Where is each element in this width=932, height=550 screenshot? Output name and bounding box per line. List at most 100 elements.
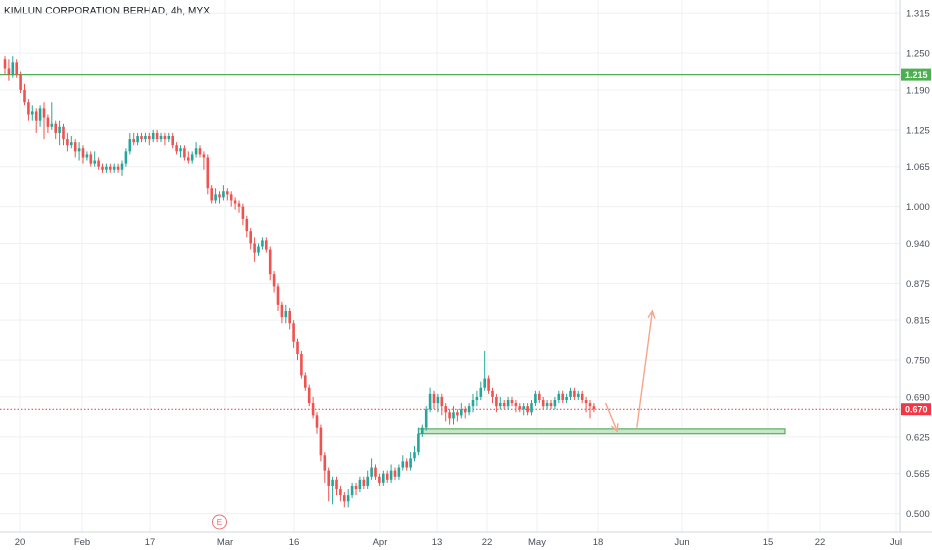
candle-body bbox=[222, 191, 225, 198]
candle bbox=[483, 350, 486, 391]
candle bbox=[38, 105, 42, 127]
candle bbox=[62, 123, 65, 146]
candle bbox=[167, 132, 171, 143]
candle-body bbox=[374, 467, 377, 477]
y-tick-label: 0.500 bbox=[906, 509, 930, 520]
candle-body bbox=[144, 136, 147, 140]
candle bbox=[237, 200, 241, 213]
event-markers[interactable]: E bbox=[212, 514, 227, 530]
candle bbox=[276, 283, 280, 311]
candle-body bbox=[276, 286, 280, 305]
candle-body bbox=[183, 148, 186, 158]
candle-body bbox=[112, 166, 116, 170]
candle-body bbox=[565, 396, 568, 400]
candle bbox=[393, 467, 397, 480]
candle-body bbox=[124, 151, 128, 164]
candle bbox=[569, 387, 572, 400]
projection-arrow bbox=[604, 402, 619, 433]
candle bbox=[413, 446, 416, 462]
candle bbox=[7, 59, 11, 81]
candle-body bbox=[467, 406, 471, 413]
x-tick-label: 22 bbox=[815, 537, 826, 548]
level-lines bbox=[0, 73, 900, 410]
current-price-tag-bg bbox=[901, 403, 931, 416]
candle bbox=[50, 102, 54, 130]
candle-body bbox=[534, 393, 537, 404]
candle-body bbox=[366, 476, 369, 486]
candle-body bbox=[163, 136, 167, 140]
candle bbox=[487, 375, 490, 394]
candle bbox=[331, 476, 334, 505]
candle bbox=[218, 191, 221, 204]
price-axis[interactable]: 1.315 1.250 1.190 1.125 1.065 1.000 0.940 0.875… bbox=[899, 0, 930, 532]
candle-body bbox=[538, 393, 541, 400]
candle bbox=[475, 390, 479, 407]
candle bbox=[557, 390, 561, 404]
candle-body bbox=[350, 485, 354, 496]
y-tick-label: 0.750 bbox=[906, 356, 930, 367]
candle-body bbox=[241, 206, 245, 219]
time-axis[interactable]: 20 Feb 17 Mar 16 Apr 13 22 May 18 Jun 15 22 Jul bbox=[0, 531, 932, 548]
candle-body bbox=[272, 274, 276, 287]
candle-body bbox=[50, 123, 54, 127]
candle-body bbox=[452, 412, 455, 419]
candle-body bbox=[463, 409, 467, 413]
candle-body bbox=[592, 406, 596, 410]
candle bbox=[335, 476, 338, 496]
candle bbox=[128, 132, 132, 155]
candle bbox=[3, 56, 7, 75]
candle bbox=[105, 163, 108, 173]
candle bbox=[514, 400, 518, 413]
candle bbox=[401, 455, 405, 471]
candle-body bbox=[354, 485, 358, 490]
candle bbox=[292, 320, 295, 348]
candle-body bbox=[54, 123, 57, 133]
candle bbox=[97, 157, 100, 170]
candle-body bbox=[218, 194, 221, 198]
candle-body bbox=[151, 132, 155, 140]
candle bbox=[140, 132, 143, 143]
candle bbox=[34, 108, 38, 133]
support-zone-layer bbox=[417, 428, 786, 435]
candle-body bbox=[66, 139, 69, 146]
candle-body bbox=[194, 148, 198, 155]
candle-body bbox=[249, 231, 252, 244]
candle bbox=[175, 142, 178, 155]
candle-body bbox=[405, 461, 408, 468]
candle-body bbox=[148, 136, 151, 140]
candle bbox=[214, 188, 217, 204]
candle-body bbox=[237, 203, 241, 207]
candle bbox=[116, 163, 120, 173]
candle bbox=[452, 406, 455, 425]
candle-body bbox=[97, 160, 100, 167]
candle bbox=[374, 464, 377, 480]
y-tick-label: 1.190 bbox=[906, 85, 930, 96]
candle-body bbox=[77, 148, 81, 152]
candle bbox=[440, 393, 444, 416]
candle-body bbox=[265, 240, 268, 250]
candle bbox=[456, 409, 459, 422]
earnings-event-marker[interactable]: E bbox=[212, 514, 227, 530]
candle-body bbox=[311, 403, 315, 416]
candle bbox=[222, 185, 225, 201]
candle-body bbox=[284, 310, 288, 318]
candle-body bbox=[491, 390, 494, 397]
candle-body bbox=[73, 142, 77, 152]
candle bbox=[15, 59, 18, 78]
candle-body bbox=[487, 378, 490, 391]
candle bbox=[226, 188, 229, 201]
candle bbox=[151, 129, 155, 143]
candle-body bbox=[358, 479, 362, 490]
candle bbox=[315, 412, 319, 434]
candle bbox=[319, 424, 323, 462]
candle-body bbox=[499, 403, 502, 407]
candle-body bbox=[424, 409, 428, 428]
candle-body bbox=[343, 495, 346, 502]
candle bbox=[405, 458, 408, 471]
candle-body bbox=[370, 467, 373, 477]
candle bbox=[534, 390, 537, 407]
candle bbox=[479, 381, 483, 400]
candle bbox=[350, 482, 354, 499]
candle-body bbox=[46, 117, 50, 127]
